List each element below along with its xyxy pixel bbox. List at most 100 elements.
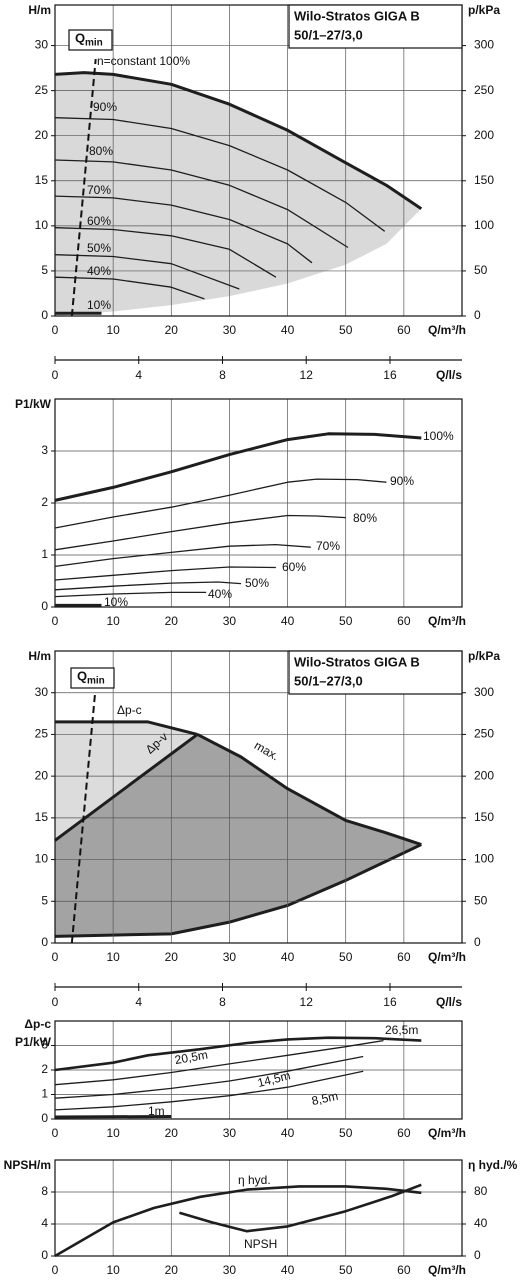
- x-tick-label: 20: [165, 323, 179, 337]
- y2-tick-label: 0: [474, 308, 481, 322]
- y-tick-label: 3: [41, 443, 48, 457]
- x2-tick-label: 4: [135, 368, 142, 382]
- y-tick-label: 10: [35, 218, 49, 232]
- curve: [179, 1183, 422, 1233]
- curve-label: 8,5m: [310, 1089, 339, 1108]
- y-tick-label: 30: [35, 38, 49, 52]
- y-tick-label: 2: [41, 1062, 48, 1076]
- curve-label: 10%: [87, 298, 111, 312]
- chart-title: Wilo-Stratos GIGA B: [294, 654, 420, 669]
- curve: [54, 581, 242, 591]
- title-box: [288, 650, 463, 695]
- y-tick-label: 25: [35, 727, 49, 741]
- x2-tick-label: 8: [219, 995, 226, 1009]
- x-tick-label: 40: [281, 1263, 295, 1277]
- curve: [54, 478, 387, 529]
- y-tick-label: 3: [41, 1038, 48, 1052]
- y2-tick-label: 250: [474, 727, 494, 741]
- x-tick-label: 10: [106, 614, 120, 628]
- x-tick-label: 50: [339, 323, 353, 337]
- y-axis-label: P1/kW: [15, 1035, 52, 1049]
- x-tick-label: 10: [106, 1126, 120, 1140]
- y2-tick-label: 100: [474, 852, 494, 866]
- curve-label: n=constant 100%: [97, 54, 190, 68]
- curve-label: 80%: [89, 144, 113, 158]
- curve-label: η hyd.: [238, 1173, 271, 1187]
- x-tick-label: 10: [106, 950, 120, 964]
- curve: [54, 254, 240, 290]
- y-tick-label: 0: [41, 308, 48, 322]
- curve-label: 50%: [245, 576, 269, 590]
- x-tick-label: 0: [52, 950, 59, 964]
- curve: [54, 117, 386, 232]
- curve: [54, 159, 349, 249]
- y-tick-label: 0: [41, 1248, 48, 1262]
- y-tick-label: 5: [41, 893, 48, 907]
- x-tick-label: 50: [339, 614, 353, 628]
- y-axis-label: H/m: [28, 3, 51, 17]
- x-axis-label: Q/m³/h: [428, 1126, 466, 1140]
- x2-axis-label: Q/l/s: [436, 995, 462, 1009]
- x-tick-label: 30: [223, 1263, 237, 1277]
- x-tick-label: 60: [397, 1126, 411, 1140]
- y-tick-label: 25: [35, 83, 49, 97]
- y-tick-label: 5: [41, 263, 48, 277]
- y-axis-label: P1/kW: [15, 397, 52, 411]
- y-axis-label: Δp-c: [24, 1017, 51, 1031]
- y2-tick-label: 50: [474, 893, 488, 907]
- x-tick-label: 30: [223, 614, 237, 628]
- x-tick-label: 0: [52, 323, 59, 337]
- x-tick-label: 50: [339, 1126, 353, 1140]
- y-axis-label: NPSH/m: [4, 1158, 51, 1172]
- curve: [54, 566, 276, 581]
- x-tick-label: 40: [281, 950, 295, 964]
- x-tick-label: 30: [223, 323, 237, 337]
- curve-label: 100%: [423, 429, 454, 443]
- x-tick-label: 10: [106, 323, 120, 337]
- chart-title: 50/1–27/3,0: [294, 27, 363, 42]
- y2-axis-label: η hyd./%: [468, 1158, 518, 1172]
- x-tick-label: 20: [165, 1263, 179, 1277]
- curve-label: NPSH: [244, 1237, 277, 1251]
- x-tick-label: 60: [397, 614, 411, 628]
- y-tick-label: 15: [35, 810, 49, 824]
- y2-tick-label: 250: [474, 83, 494, 97]
- curve-label: 80%: [353, 511, 377, 525]
- curve: [54, 543, 311, 568]
- y-tick-label: 0: [41, 599, 48, 613]
- curve: [54, 1039, 384, 1086]
- y-tick-label: 0: [41, 1111, 48, 1125]
- curve: [54, 227, 277, 278]
- x-tick-label: 60: [397, 1263, 411, 1277]
- curve: [54, 432, 422, 502]
- x-axis-label: Q/m³/h: [428, 614, 466, 628]
- y-tick-label: 1: [41, 547, 48, 561]
- chart-title: Wilo-Stratos GIGA B: [294, 8, 420, 23]
- qmin-box: [68, 29, 113, 51]
- x-tick-label: 0: [52, 614, 59, 628]
- y2-axis-label: p/kPa: [468, 649, 500, 663]
- y2-tick-label: 150: [474, 810, 494, 824]
- curve-label: 1m: [148, 1104, 165, 1118]
- x-tick-label: 60: [397, 323, 411, 337]
- x-tick-label: 20: [165, 1126, 179, 1140]
- y2-tick-label: 100: [474, 218, 494, 232]
- x2-tick-label: 16: [383, 995, 397, 1009]
- curve: [54, 195, 313, 264]
- x-tick-label: 20: [165, 950, 179, 964]
- curve: [54, 591, 207, 598]
- x2-tick-label: 4: [135, 995, 142, 1009]
- y-tick-label: 30: [35, 685, 49, 699]
- curve-label: 10%: [104, 595, 128, 609]
- x-tick-label: 10: [106, 1263, 120, 1277]
- x-tick-label: 30: [223, 950, 237, 964]
- qmin-box: [70, 667, 115, 689]
- y2-tick-label: 300: [474, 38, 494, 52]
- y2-tick-label: 300: [474, 685, 494, 699]
- y2-tick-label: 200: [474, 128, 494, 142]
- min-curve: [54, 843, 422, 938]
- plot-frame: [54, 1159, 463, 1257]
- curve: [54, 1070, 364, 1111]
- plot-frame: [54, 398, 463, 608]
